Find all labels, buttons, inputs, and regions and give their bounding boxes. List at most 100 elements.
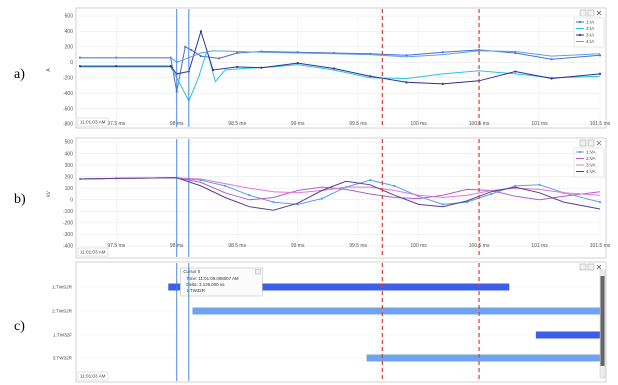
y-tick-label: 400 (65, 151, 74, 157)
close-icon[interactable] (596, 140, 602, 146)
timestamp-box (77, 371, 109, 381)
legend-marker (578, 20, 582, 24)
legend-entry: 4:IA (586, 39, 595, 44)
tooltip-title: Cursor 0 (183, 269, 200, 274)
data-point (538, 183, 541, 186)
data-point (514, 51, 517, 55)
close-icon[interactable] (596, 10, 602, 16)
legend-marker (578, 33, 582, 37)
data-point (405, 54, 408, 57)
y-tick-label: 600 (65, 14, 74, 20)
zoom-icon[interactable] (579, 139, 587, 147)
restore-icon[interactable] (587, 263, 595, 271)
panel-3: c) 1:TWS2R 2:TWS2R 1:TW32F 3:TW32R Cursor 0 Ti… (14, 261, 607, 383)
x-tick-label: 101.5 ms (590, 243, 611, 249)
data-point (598, 72, 602, 75)
y-tick-label: 0 (70, 197, 73, 203)
timestamp-text: 11:01:03 AM (80, 374, 106, 379)
y-tick-label: 500 (65, 140, 74, 146)
close-icon[interactable] (596, 264, 602, 270)
data-point (332, 67, 336, 70)
data-point (598, 200, 602, 204)
data-point (115, 65, 118, 68)
timestamp-badge: 11:01:03 AM (77, 247, 109, 257)
y-axis-label: kV (46, 190, 52, 197)
tooltip-box (180, 267, 263, 297)
scrollbar-thumb[interactable] (600, 276, 605, 366)
legend-entry: 3:VA (586, 163, 597, 168)
timestamp-badge: 11:01:03 AM (77, 371, 109, 381)
series-line-4:IA (80, 50, 601, 63)
x-tick-label: 98.5 ms (228, 243, 246, 249)
timestamp-text: 11:01:03 AM (80, 250, 106, 255)
y-tick-label: -600 (63, 106, 73, 112)
y-tick-label: -300 (63, 232, 73, 238)
tooltip-line: Time: 11:01:09.098007 AM (186, 276, 239, 281)
x-tick-label: 98.5 ms (228, 121, 246, 127)
category-label: 2:TWS2R (52, 309, 73, 314)
data-point (78, 65, 82, 68)
category-label: 3:TW32R (53, 356, 73, 361)
pin-icon[interactable] (255, 269, 261, 275)
panel-label: a) (14, 67, 25, 82)
timestamp-box (77, 247, 109, 257)
data-point (190, 48, 193, 52)
data-point (393, 184, 396, 188)
close-icon-stroke (596, 264, 602, 270)
x-tick-label: 97.5 ms (107, 243, 125, 249)
panel-frame (75, 137, 607, 259)
y-tick-label: -400 (63, 91, 73, 97)
legend-box (573, 17, 605, 48)
close-icon-stroke (596, 140, 602, 146)
data-point (550, 58, 553, 61)
data-point (169, 65, 172, 68)
legend-entry: 1:IA (586, 20, 595, 25)
data-point (236, 65, 239, 69)
x-tick-label: 99 ms (291, 121, 305, 127)
legend-entry: 2:VA (586, 156, 597, 161)
data-point (490, 192, 493, 196)
close-icon-stroke (596, 10, 602, 16)
series-line-2:VA (79, 177, 601, 201)
y-tick-label: 100 (65, 186, 74, 192)
x-tick-label: 101.5 ms (590, 121, 611, 127)
panel-2: b) 500 400 300 200 100 0 -100 -200 -300 -400 97.5 m… (14, 137, 611, 259)
data-point (272, 200, 275, 204)
x-tick-label: 99.5 ms (349, 243, 367, 249)
legend-entry: 4:VA (586, 169, 597, 174)
data-point (236, 51, 239, 55)
legend: 1:IA2:IA 3:IA4:IA (573, 17, 605, 48)
data-point (260, 66, 263, 69)
legend-marker (578, 150, 582, 154)
legend-entry: 3:IA (586, 33, 595, 38)
restore-icon[interactable] (587, 9, 595, 17)
zoom-icon[interactable] (579, 263, 587, 271)
data-point (369, 75, 372, 78)
series-line-1:VA (79, 177, 601, 205)
tooltip-line: Delta: 3.139.000 us (186, 282, 225, 287)
data-point (296, 61, 299, 65)
timeline-bar (535, 331, 600, 339)
data-point (550, 77, 553, 80)
y-tick-label: 0 (70, 60, 73, 66)
panel-frame (75, 7, 607, 129)
panel-label: c) (14, 319, 25, 334)
x-tick-label: 99 ms (291, 243, 305, 249)
zoom-icon[interactable] (579, 9, 587, 17)
data-point (441, 51, 444, 54)
legend-entry: 2:IA (586, 26, 595, 31)
category-label: 1:TWS2R (52, 285, 73, 290)
data-point (211, 68, 215, 72)
y-tick-label: -200 (63, 75, 73, 81)
y-tick-label: 200 (65, 45, 74, 51)
data-point (199, 55, 203, 58)
category-label: 1:TW32F (53, 333, 72, 338)
timestamp-box (77, 117, 109, 127)
data-point (224, 184, 227, 188)
restore-icon[interactable] (587, 139, 595, 147)
x-tick-label: 100 ms (410, 121, 427, 127)
data-point (405, 81, 408, 84)
timeline-bar (192, 307, 600, 315)
